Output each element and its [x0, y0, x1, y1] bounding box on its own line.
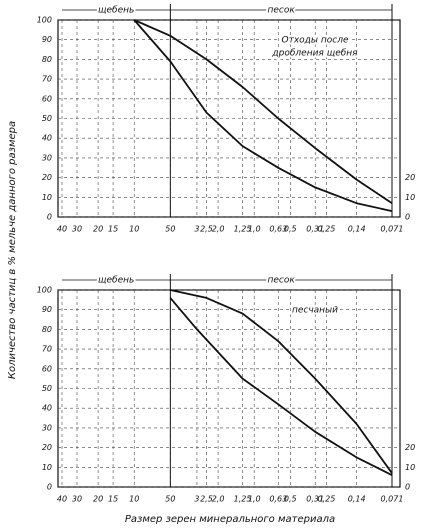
y-tick-label: 80: [42, 55, 52, 64]
range-label: щебень: [98, 6, 134, 16]
y2-tick-label: 10: [405, 193, 415, 202]
x-tick-label: 1,25: [234, 495, 252, 504]
y-tick-label: 20: [42, 443, 52, 452]
y2-tick-label: 20: [405, 173, 415, 182]
x-tick-label: 3: [194, 225, 199, 234]
y-tick-label: 10: [42, 193, 52, 202]
y2-tick-label: 0: [405, 213, 410, 222]
x-tick-label: 0,25: [318, 495, 336, 504]
x-tick-label: 0,5: [284, 225, 297, 234]
y2-tick-label: 20: [405, 443, 415, 452]
curve: [169, 297, 393, 477]
x-tick-label: 0,14: [348, 225, 366, 234]
x-tick-label: 1,0: [248, 495, 261, 504]
x-tick-label: 30: [72, 225, 82, 234]
x-tick-label: 0,25: [318, 225, 336, 234]
y-tick-label: 60: [42, 364, 52, 373]
x-tick-label: 20: [93, 225, 103, 234]
x-tick-label: 10: [129, 495, 139, 504]
y-tick-label: 0: [47, 483, 52, 492]
x-tick-label: 2,5: [200, 225, 213, 234]
y2-tick-label: 10: [405, 463, 415, 472]
x-tick-label: 0,31: [306, 225, 324, 234]
range-label: песок: [268, 276, 296, 286]
y-tick-label: 50: [42, 384, 52, 393]
annotation: песчаный: [292, 306, 338, 316]
x-tick-label: 30: [72, 495, 82, 504]
y-tick-label: 10: [42, 463, 52, 472]
y-tick-label: 60: [42, 94, 52, 103]
range-label: щебень: [98, 276, 134, 286]
x-tick-label: 50: [165, 495, 175, 504]
y-tick-label: 70: [42, 75, 52, 84]
annotation: дробления щебня: [271, 49, 358, 59]
x-tick-label: 40: [57, 495, 67, 504]
y-tick-label: 90: [42, 305, 52, 314]
curve: [133, 19, 393, 212]
x-tick-label: 0,14: [348, 495, 366, 504]
x-tick-label: 3: [194, 495, 199, 504]
curve: [133, 19, 393, 204]
y-tick-label: 40: [42, 404, 52, 413]
x-tick-label: 15: [108, 495, 118, 504]
x-tick-label: 0,63: [269, 495, 287, 504]
x-tick-label: 10: [129, 225, 139, 234]
x-tick-label: 20: [93, 495, 103, 504]
x-tick-label: 2,5: [200, 495, 213, 504]
y-tick-label: 40: [42, 134, 52, 143]
annotation: Отходы после: [282, 36, 349, 46]
x-tick-label: 50: [165, 225, 175, 234]
x-tick-label: 0,5: [284, 495, 297, 504]
x-tick-label: 0,31: [306, 495, 324, 504]
x-tick-label: 1,25: [234, 225, 252, 234]
x-tick-label: 40: [57, 225, 67, 234]
x-axis-label: Размер зерен минерального материала: [125, 514, 335, 525]
y-tick-label: 30: [42, 153, 52, 162]
x-tick-label: 0,071: [381, 225, 404, 234]
y-axis-label: Количество частиц в % мельче данного раз…: [7, 121, 18, 379]
x-tick-label: 1,0: [248, 225, 261, 234]
x-tick-label: 2,0: [212, 225, 225, 234]
curve: [170, 289, 393, 474]
y2-tick-label: 0: [405, 483, 410, 492]
y-tick-label: 100: [37, 286, 52, 295]
x-tick-label: 0,071: [381, 495, 404, 504]
y-tick-label: 20: [42, 173, 52, 182]
y-tick-label: 30: [42, 423, 52, 432]
y-tick-label: 100: [37, 16, 52, 25]
y-tick-label: 70: [42, 345, 52, 354]
y-tick-label: 50: [42, 114, 52, 123]
x-tick-label: 15: [108, 225, 118, 234]
range-label: песок: [268, 6, 296, 16]
y-tick-label: 80: [42, 325, 52, 334]
y-tick-label: 0: [47, 213, 52, 222]
x-tick-label: 2,0: [212, 495, 225, 504]
y-tick-label: 90: [42, 35, 52, 44]
x-tick-label: 0,63: [269, 225, 287, 234]
